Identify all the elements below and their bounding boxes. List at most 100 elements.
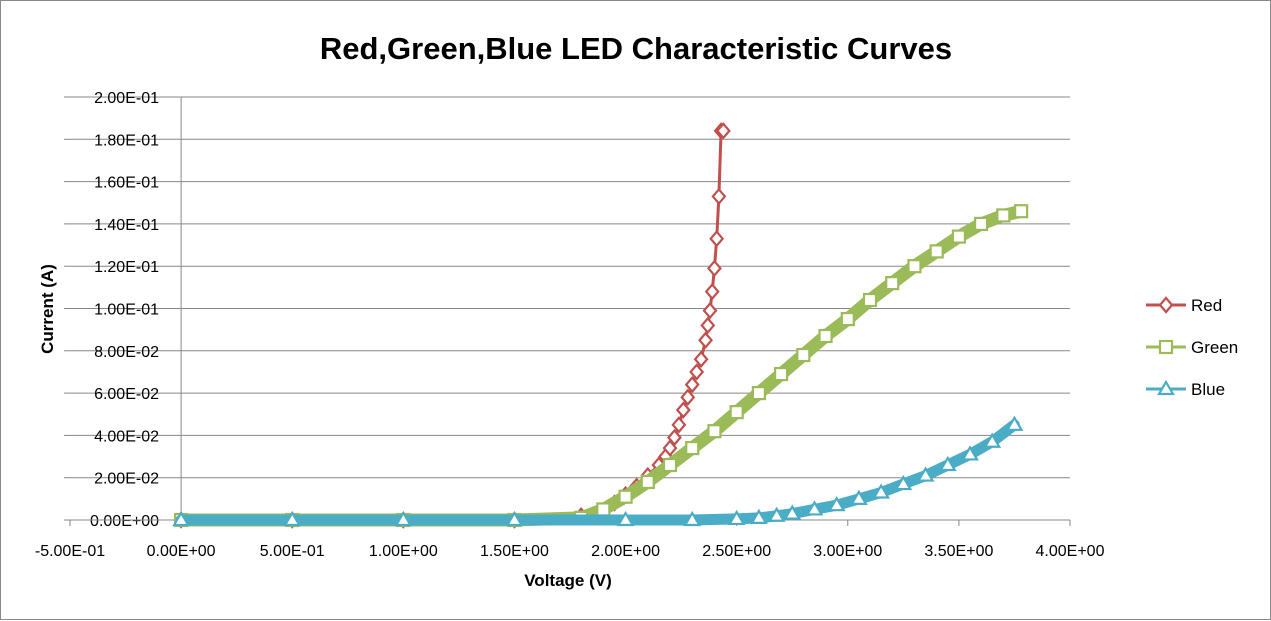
data-point-red — [702, 301, 718, 320]
legend-item-green: Green — [1146, 338, 1238, 357]
y-tick-label: 1.00E-01 — [94, 302, 159, 319]
series-band-green — [174, 204, 1028, 527]
data-point-green — [818, 328, 833, 344]
data-point-blue — [172, 510, 191, 527]
data-point-blue — [616, 510, 635, 527]
y-tick-label: 0.00E+00 — [90, 513, 159, 530]
data-point-green — [751, 386, 766, 401]
x-tick-label: -5.00E-01 — [35, 543, 105, 560]
x-tick-label: 1.50E+00 — [480, 543, 549, 560]
x-tick-label: 2.50E+00 — [702, 543, 771, 560]
legend: Red Green Blue — [1146, 296, 1238, 399]
data-point-green — [662, 457, 678, 473]
x-tick-label: 1.00E+00 — [369, 543, 438, 560]
data-point-green — [996, 208, 1011, 223]
data-point-green — [729, 405, 744, 420]
data-point-red — [675, 401, 691, 419]
chart-title: Red,Green,Blue LED Characteristic Curves — [320, 31, 952, 66]
y-tick-label: 1.60E-01 — [94, 175, 159, 192]
data-point-green — [1014, 204, 1029, 219]
y-tick-label: 8.00E-02 — [94, 344, 159, 361]
x-axis-title: Voltage (V) — [524, 571, 612, 590]
data-point-blue — [283, 510, 302, 527]
data-point-red — [709, 230, 725, 248]
y-tick-label: 6.00E-02 — [94, 386, 159, 403]
data-point-blue — [805, 500, 824, 516]
data-point-red — [680, 388, 696, 407]
x-tick-label: 2.00E+00 — [591, 543, 660, 560]
data-point-red — [706, 259, 722, 278]
legend-marker-square — [1158, 339, 1174, 355]
data-point-blue — [872, 483, 891, 499]
series-line-red — [181, 129, 724, 521]
series-line-green — [181, 210, 1022, 521]
data-point-blue — [505, 510, 524, 527]
data-point-blue — [961, 445, 979, 461]
data-point-blue — [767, 506, 786, 522]
legend-label: Green — [1191, 338, 1238, 357]
data-point-blue — [916, 466, 935, 482]
data-point-blue — [938, 455, 957, 472]
data-point-green — [840, 311, 855, 327]
data-point-blue — [827, 496, 846, 512]
grid-lines — [70, 96, 1070, 479]
data-point-blue — [849, 489, 868, 505]
series-band-red — [179, 129, 725, 522]
y-tick-label: 2.00E-01 — [94, 90, 159, 107]
y-tick-label: 1.80E-01 — [94, 132, 159, 149]
data-point-red — [704, 282, 720, 301]
data-point-red — [662, 439, 678, 457]
data-point-green — [618, 489, 633, 504]
data-point-green — [774, 366, 789, 382]
data-point-blue — [394, 510, 413, 527]
x-tick-label: 3.00E+00 — [813, 543, 882, 560]
x-tick-label: 4.00E+00 — [1036, 543, 1105, 560]
y-axis-title: Current (A) — [38, 264, 57, 354]
y-tick-label: 1.20E-01 — [94, 259, 159, 276]
data-point-red — [698, 331, 714, 349]
x-tick-label: 3.50E+00 — [924, 543, 993, 560]
data-point-red — [693, 350, 709, 368]
data-point-green — [862, 292, 878, 308]
data-point-green — [685, 440, 700, 456]
legend-marker-triangle — [1157, 379, 1175, 396]
data-point-red — [666, 428, 682, 447]
data-point-green — [974, 216, 989, 231]
legend-marker-diamond — [1158, 296, 1174, 314]
data-point-green — [707, 424, 722, 439]
data-point-green — [885, 276, 900, 291]
data-point-green — [796, 347, 811, 363]
data-point-blue — [894, 474, 913, 491]
legend-label: Red — [1191, 296, 1222, 315]
data-point-red — [671, 416, 687, 434]
data-point-red — [715, 122, 731, 140]
data-point-green — [929, 244, 944, 259]
data-point-blue — [727, 509, 746, 526]
series-blue — [172, 415, 1024, 527]
y-tick-label: 1.40E-01 — [94, 217, 159, 234]
y-tick-label: 2.00E-02 — [94, 471, 159, 488]
data-point-blue — [983, 432, 1002, 448]
y-tick-label: 4.00E-02 — [94, 428, 159, 445]
series-layer — [172, 122, 1029, 529]
legend-item-blue: Blue — [1146, 379, 1225, 399]
data-point-green — [951, 229, 966, 244]
data-point-blue — [1005, 415, 1024, 431]
data-point-blue — [783, 504, 802, 520]
series-red — [173, 122, 731, 529]
x-tick-label: 5.00E-01 — [260, 543, 325, 560]
legend-item-red: Red — [1146, 296, 1222, 315]
data-point-green — [907, 259, 922, 274]
data-point-red — [689, 363, 705, 381]
axes: 0.00E+00 2.00E-02 4.00E-02 6.00E-02 8.00E-02… — [35, 90, 1105, 560]
data-point-blue — [749, 508, 768, 524]
data-point-green — [596, 502, 611, 517]
legend-label: Blue — [1191, 380, 1225, 399]
data-point-green — [640, 474, 655, 490]
data-point-red — [700, 316, 716, 335]
data-point-blue — [683, 510, 702, 527]
data-point-red — [711, 187, 727, 206]
data-point-red — [684, 375, 700, 394]
